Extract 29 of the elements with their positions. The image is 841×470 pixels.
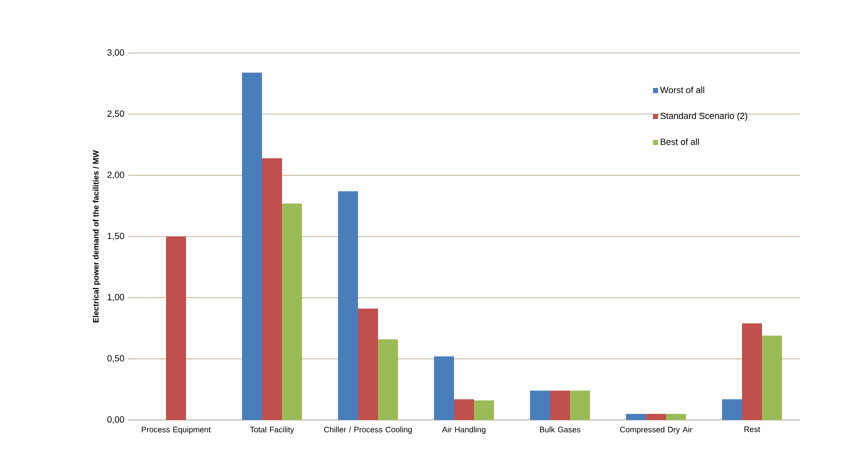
bar: [626, 414, 646, 420]
bar: [434, 356, 454, 420]
y-tick-label: 2,00: [107, 172, 124, 180]
bar: [358, 308, 378, 420]
y-tick-label: 0,00: [107, 416, 124, 424]
bar: [722, 399, 742, 420]
bar: [242, 72, 262, 420]
y-tick-label: 1,00: [108, 294, 124, 302]
bar: [378, 339, 398, 420]
bar: [338, 191, 358, 420]
bar: [646, 414, 666, 420]
bar: [166, 236, 186, 420]
bar: [262, 158, 282, 420]
legend-label: Best of all: [660, 138, 699, 145]
bar: [742, 323, 762, 420]
bar: [666, 414, 686, 420]
bar: [454, 399, 474, 420]
bar: [570, 390, 590, 420]
bar: [282, 203, 302, 420]
y-tick-label: 1,50: [108, 232, 124, 240]
bar: [474, 400, 494, 420]
y-tick-label: 0,50: [107, 355, 124, 363]
bar: [550, 390, 570, 420]
legend-label: Worst of all: [660, 86, 704, 94]
legend-label: Standard Scenario (2): [660, 112, 748, 121]
bar: [762, 336, 782, 420]
y-tick-label: 3,00: [107, 49, 124, 57]
bar: [530, 390, 550, 420]
y-tick-label: 2,50: [107, 110, 124, 118]
